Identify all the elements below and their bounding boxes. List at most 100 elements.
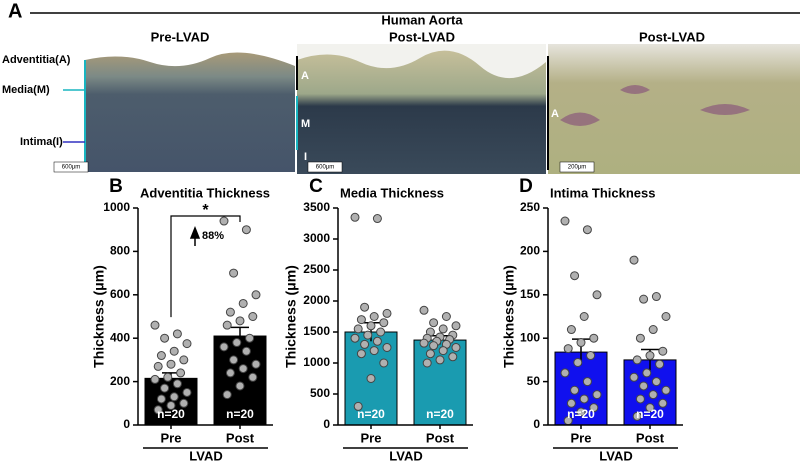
panel-label: C [309,176,323,197]
scale-box [53,161,89,173]
data-point [645,351,655,361]
data-point [369,346,379,356]
data-point [163,372,173,382]
y-tick-label: 0 [123,417,130,431]
data-point [182,387,192,397]
data-point [360,339,370,349]
x-axis-title: LVAD [189,448,222,463]
data-point [560,216,570,226]
y-tick-label: 100 [520,330,540,344]
data-point [150,374,160,384]
data-point [576,338,586,348]
data-point [632,411,642,421]
tissue-feature [560,85,750,126]
data-point [632,355,642,365]
data-point [382,308,392,318]
x-tick-label: Post [636,430,665,445]
data-point [563,344,573,354]
data-point [642,368,652,378]
y-tick-label: 800 [110,244,130,258]
count-label: n=20 [226,407,254,421]
data-point [353,324,363,334]
data-point [425,349,435,359]
data-point [441,312,451,321]
histology-image [548,44,800,174]
data-point [241,225,251,235]
data-point [360,302,370,312]
data-point [661,385,671,395]
data-point [645,403,655,413]
data-point [251,290,261,300]
y-axis-title: Thickness (μm) [91,265,107,368]
data-point [225,368,235,378]
data-point [579,312,589,321]
data-point [166,400,176,410]
y-tick-label: 1500 [303,324,330,338]
data-point [179,398,189,408]
data-point [448,352,458,362]
data-point [248,372,258,382]
data-point [573,358,583,368]
data-point [639,381,649,391]
data-point [372,336,382,346]
y-tick-label: 1000 [103,200,130,214]
y-axis-title: Thickness (μm) [283,265,299,368]
data-point [153,361,163,371]
change-arrow [189,225,201,246]
count-label: n=20 [157,407,185,421]
data-point [629,255,639,265]
data-point [238,364,248,374]
layer-label: M [301,118,310,130]
data-point [635,333,645,343]
y-tick-label: 0 [533,417,540,431]
data-point [435,355,445,365]
data-point [655,359,665,369]
data-point [382,343,392,352]
histology-image [85,52,295,172]
count-label: n=20 [567,407,595,421]
y-tick-label: 2000 [303,293,330,307]
data-point [350,333,360,343]
data-point [419,338,429,348]
layer-label: A [301,70,309,82]
data-point [366,321,376,331]
data-point [651,292,661,302]
data-point [232,338,242,348]
data-point [219,342,229,352]
data-point [160,333,170,343]
layer-label: Intima(I) [20,136,63,148]
layer-label: Adventitia(A) [2,54,71,66]
data-point [179,355,189,365]
data-point [238,298,248,308]
data-point [156,394,166,404]
layer-label: A [551,108,559,120]
data-point [586,351,596,361]
data-point [560,368,570,378]
data-point [176,368,186,378]
x-tick-label: Post [426,430,455,445]
count-label: n=20 [636,407,664,421]
data-point [639,294,649,304]
data-point [153,405,163,415]
data-point [353,401,363,411]
data-point [172,379,182,389]
scale-box [559,161,595,173]
data-point [629,372,639,382]
data-point [451,343,461,352]
data-point [356,349,366,359]
data-point [438,346,448,356]
data-point [576,407,586,417]
histology-image [297,50,546,174]
data-point [648,325,658,335]
data-point [222,320,232,330]
y-tick-label: 250 [520,200,540,214]
data-point [422,358,432,368]
chart-title: Intima Thickness [550,185,655,200]
y-tick-label: 2500 [303,262,330,276]
data-point [592,390,602,400]
data-point [182,339,192,349]
y-axis-title: Thickness (μm) [501,265,517,368]
y-tick-label: 500 [310,386,330,400]
data-point [219,216,229,226]
